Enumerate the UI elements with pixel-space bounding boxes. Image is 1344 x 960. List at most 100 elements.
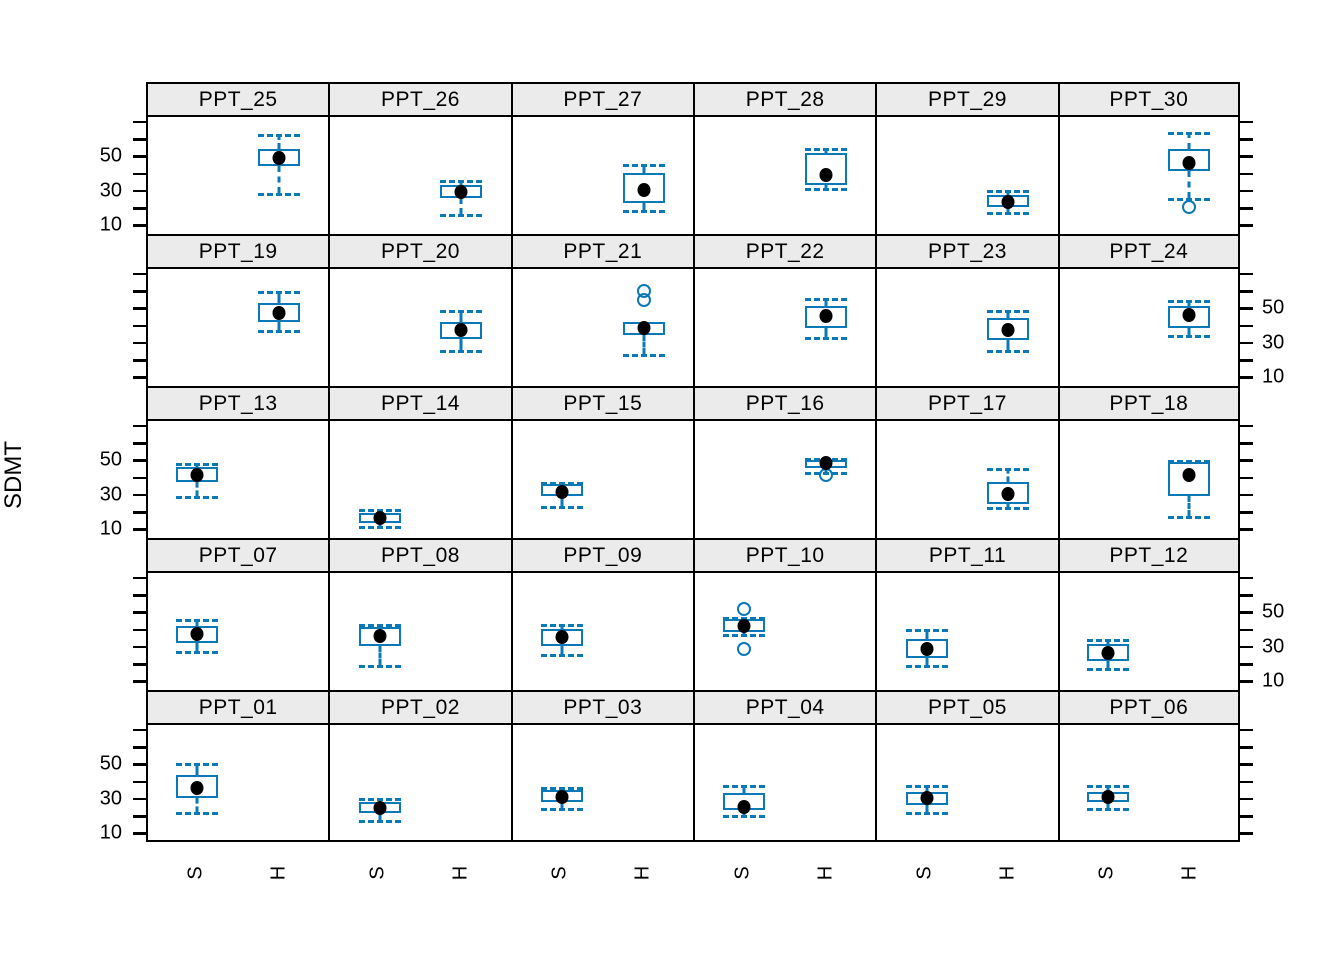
- lower-whisker-cap: [440, 213, 483, 217]
- strip-label: PPT_21: [563, 239, 643, 263]
- median-dot: [373, 801, 387, 816]
- y-tick: [1240, 576, 1253, 580]
- y-tick: [1240, 120, 1253, 124]
- strip-label: PPT_08: [381, 543, 460, 567]
- panel-strip: PPT_20: [328, 234, 511, 267]
- y-tick: [133, 172, 146, 176]
- median-dot: [272, 150, 286, 165]
- upper-whisker-line: [742, 785, 746, 794]
- x-category-label: H: [449, 865, 472, 881]
- lower-whisker-line: [925, 805, 929, 812]
- y-axis-right-row: [1240, 115, 1344, 234]
- panel-PPT_25: [146, 115, 329, 234]
- median-dot: [920, 642, 934, 657]
- lower-whisker-cap: [540, 505, 583, 509]
- y-tick: [1240, 832, 1253, 835]
- y-tick: [1240, 207, 1253, 210]
- y-tick: [133, 645, 146, 649]
- median-dot: [373, 628, 387, 643]
- panel-PPT_30: [1057, 115, 1240, 234]
- y-axis-right-row: [1240, 419, 1344, 538]
- y-tick: [133, 189, 146, 193]
- y-tick-label: 50: [99, 752, 122, 775]
- strip-label: PPT_14: [381, 391, 460, 415]
- x-category-label: S: [913, 866, 936, 880]
- median-dot: [1182, 307, 1196, 322]
- median-dot: [555, 789, 569, 804]
- strip-label: PPT_04: [745, 695, 825, 719]
- y-tick-label: 10: [99, 821, 122, 844]
- y-tick: [1240, 424, 1253, 428]
- lower-whisker-cap: [622, 210, 665, 214]
- lower-whisker-line: [195, 482, 199, 496]
- panel-strip: PPT_21: [510, 234, 693, 267]
- panel-PPT_06: [1057, 723, 1240, 842]
- y-tick: [133, 376, 146, 379]
- strip-label: PPT_10: [745, 543, 825, 567]
- median-dot: [1182, 155, 1196, 170]
- panel-PPT_13: [146, 419, 329, 538]
- lower-whisker-line: [642, 335, 646, 354]
- median-dot: [637, 321, 651, 336]
- outlier-point: [1182, 199, 1197, 214]
- y-axis-left-row: 50 30 10: [0, 419, 146, 540]
- upper-whisker-cap: [176, 618, 219, 622]
- y-tick-label: 10: [99, 213, 122, 236]
- y-tick: [1240, 728, 1253, 732]
- upper-whisker-cap: [258, 133, 301, 137]
- strip-label: PPT_25: [198, 87, 278, 111]
- iqr-box: [358, 627, 401, 646]
- upper-whisker-cap: [1087, 639, 1130, 643]
- y-tick-label: 10: [1262, 365, 1285, 388]
- panel-strip: PPT_14: [328, 386, 511, 419]
- panel-PPT_04: [692, 723, 876, 842]
- iqr-box: [1168, 149, 1211, 172]
- panel-strip: PPT_10: [692, 538, 876, 571]
- panel-strip: PPT_15: [510, 386, 693, 419]
- y-tick: [133, 815, 146, 818]
- panel-PPT_15: [510, 419, 693, 538]
- y-axis-right-row: 50 30 10: [1240, 267, 1344, 388]
- lower-whisker-cap: [723, 815, 766, 818]
- upper-whisker-line: [1006, 468, 1010, 483]
- lower-whisker-cap: [805, 336, 848, 340]
- lower-whisker-cap: [805, 188, 848, 192]
- upper-whisker-cap: [987, 309, 1030, 313]
- y-tick: [1240, 663, 1253, 666]
- panel-strip: PPT_28: [692, 82, 876, 115]
- panel-strip: PPT_08: [328, 538, 511, 571]
- y-tick: [1240, 189, 1253, 193]
- strip-label: PPT_24: [1109, 239, 1189, 263]
- lower-whisker-line: [824, 184, 828, 189]
- panel-grid: PPT_25 PPT_26 PPT_27 PPT_28 PPT_29 PPT_30 PPT_…: [146, 82, 1240, 842]
- y-tick: [133, 780, 146, 784]
- iqr-box: [258, 149, 301, 167]
- upper-whisker-cap: [723, 785, 766, 788]
- median-dot: [819, 309, 833, 324]
- upper-whisker-cap: [540, 623, 583, 627]
- panel-PPT_05: [875, 723, 1058, 842]
- strip-label: PPT_22: [745, 239, 825, 263]
- strip-label: PPT_28: [745, 87, 825, 111]
- median-dot: [1001, 323, 1015, 338]
- y-tick: [133, 207, 146, 210]
- y-tick: [1240, 746, 1253, 749]
- upper-whisker-line: [1106, 785, 1110, 792]
- lower-whisker-cap: [358, 664, 401, 668]
- median-dot: [454, 184, 468, 199]
- y-tick-label: 30: [1262, 331, 1285, 354]
- lower-whisker-cap: [540, 654, 583, 658]
- lower-whisker-line: [378, 645, 382, 665]
- median-dot: [920, 791, 934, 806]
- y-tick: [133, 138, 146, 141]
- y-tick: [1240, 594, 1253, 597]
- iqr-box: [622, 172, 665, 204]
- panel-PPT_29: [875, 115, 1058, 234]
- panel-PPT_11: [875, 571, 1058, 690]
- median-dot: [454, 323, 468, 338]
- panel-PPT_24: [1057, 267, 1240, 386]
- panel-strip: PPT_11: [875, 538, 1058, 571]
- strip-label: PPT_23: [928, 239, 1007, 263]
- upper-whisker-line: [824, 297, 828, 307]
